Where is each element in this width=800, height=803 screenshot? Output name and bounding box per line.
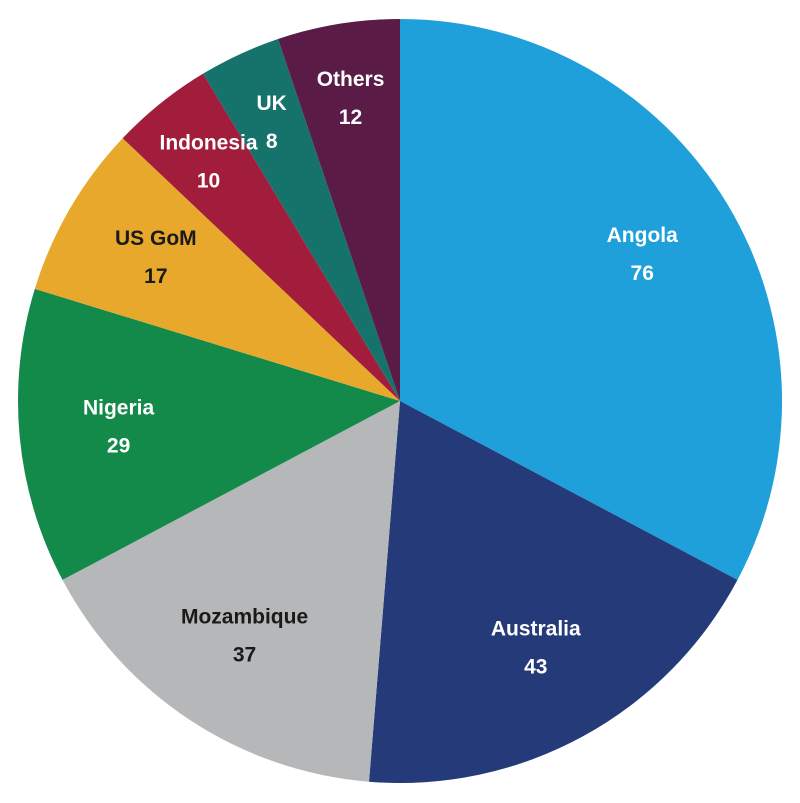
slice-label: US GoM: [115, 227, 197, 250]
slice-value: 10: [197, 169, 220, 192]
slice-label: Nigeria: [83, 396, 155, 419]
slice-value: 29: [107, 434, 130, 457]
pie-slice: [62, 401, 400, 782]
pie-slice: [203, 38, 400, 401]
pie-slice: [18, 288, 401, 580]
slice-value: 37: [233, 644, 256, 667]
slice-label: Indonesia: [160, 131, 258, 154]
slice-label: Others: [317, 68, 385, 91]
slice-label: Mozambique: [181, 606, 308, 629]
pie-slice: [400, 19, 783, 580]
slice-label: Angola: [607, 224, 678, 247]
pie-slice: [34, 138, 400, 401]
slice-value: 76: [631, 262, 654, 285]
pie-slice: [122, 73, 400, 402]
slice-label: UK: [257, 92, 287, 115]
slice-value: 8: [266, 130, 278, 153]
slice-label: Australia: [491, 617, 581, 640]
slice-value: 43: [524, 655, 547, 678]
slice-value: 17: [144, 265, 167, 288]
pie-slice: [368, 401, 738, 783]
pie-slice: [278, 19, 400, 401]
slice-value: 12: [339, 106, 362, 129]
